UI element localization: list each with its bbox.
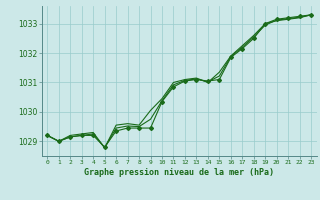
X-axis label: Graphe pression niveau de la mer (hPa): Graphe pression niveau de la mer (hPa) — [84, 168, 274, 177]
